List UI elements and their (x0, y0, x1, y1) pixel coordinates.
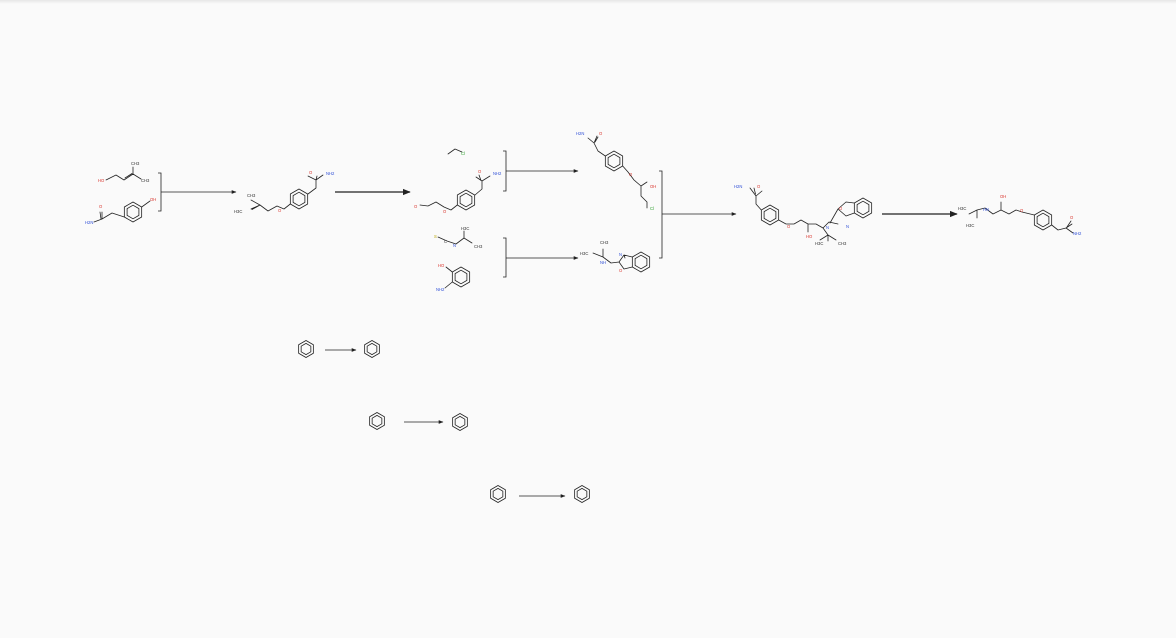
atom-label: N (453, 243, 456, 248)
atom-label: CH3 (141, 178, 150, 183)
atom-label: O (443, 209, 447, 214)
atom-label: Cl (461, 151, 465, 156)
atom-label: NH2 (326, 171, 335, 176)
atom-label: CH3 (838, 241, 847, 246)
atom-label: O (309, 170, 313, 175)
atom-label: N (619, 252, 622, 257)
atom-label: NH2 (1073, 231, 1082, 236)
placeholder-reaction-3 (490, 485, 590, 503)
intermediate-isopropylamino-benzoxazole: N O NH CH3 H3C (580, 240, 651, 273)
reagent-isopropyl-isothiocyanate: S C N H3C CH3 (434, 226, 483, 249)
atom-label: CH3 (474, 244, 483, 249)
atom-label: H3C (580, 251, 588, 256)
atom-label: HO (806, 234, 813, 239)
atom-label: O (99, 204, 103, 209)
reactant-hydroxyphenylacetamide: O H2N OH (85, 197, 156, 225)
atom-label: O (619, 268, 623, 273)
atom-label: H3C (461, 226, 469, 231)
atom-label: N (826, 225, 829, 230)
intermediate-aldehyde: O O O NH2 (414, 169, 502, 214)
placeholder-reaction-1 (298, 340, 380, 358)
final-product-atenolol: H3C H3C HN OH O O NH2 (958, 194, 1082, 236)
atom-label: O (1020, 208, 1024, 213)
atom-label: O (629, 172, 633, 177)
atom-label: O (757, 184, 761, 189)
atom-label: O (414, 204, 418, 209)
intermediate-coupled-product: O H2N O HO N O N H3C CH3 (734, 184, 873, 246)
atom-label: S (434, 234, 437, 239)
atom-label: O (599, 131, 603, 136)
reactant-bracket (659, 170, 663, 259)
atom-label: NH2 (436, 287, 445, 292)
atom-label: H2N (734, 184, 742, 189)
atom-label: CH3 (600, 240, 609, 245)
atom-label: H3C (815, 241, 823, 246)
reactant-prenol: HO CH3 CH3 (98, 161, 150, 183)
atom-label: O (839, 206, 843, 211)
atom-label: OH (650, 184, 656, 189)
reactant-bracket (503, 237, 507, 278)
intermediate-chlorohydrin: O H2N O OH Cl (576, 131, 656, 211)
atom-label: CH3 (247, 193, 256, 198)
placeholder-reaction-2 (369, 412, 468, 431)
atom-label: O (787, 224, 791, 229)
product-prenyl-ether: O CH3 H3C O NH2 (234, 170, 335, 214)
atom-label: H3C (966, 223, 974, 228)
atom-label: NH2 (493, 171, 502, 176)
atom-label: Cl (650, 206, 654, 211)
atom-label: O (278, 208, 282, 213)
atom-label: OH (1000, 194, 1006, 199)
atom-label: HN (983, 207, 989, 212)
atom-label: HO (438, 263, 445, 268)
atom-label: HO (98, 178, 105, 183)
atom-label: O (1070, 215, 1074, 220)
atom-label: OH (150, 197, 156, 202)
reagent-aminophenol: HO NH2 (436, 263, 471, 292)
reactant-bracket (503, 150, 507, 192)
top-shadow (0, 0, 1176, 4)
atom-label: H3C (958, 206, 966, 211)
atom-label: O (478, 169, 482, 174)
reactant-bracket (158, 172, 162, 212)
atom-label: H2N (576, 131, 584, 136)
atom-label: H2N (85, 220, 93, 225)
atom-label: H3C (234, 209, 242, 214)
atom-label: NH (600, 260, 606, 265)
atom-label: CH3 (131, 161, 140, 166)
reagent-chloromethane: Cl (447, 148, 465, 156)
atom-label: C (444, 239, 447, 244)
atom-label: N (846, 224, 849, 229)
